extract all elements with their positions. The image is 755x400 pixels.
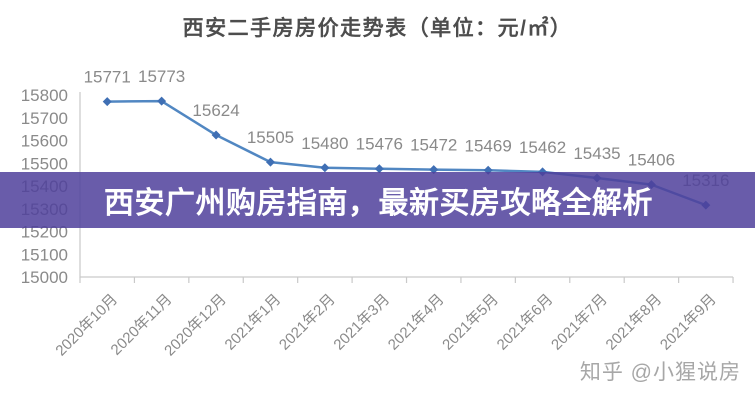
svg-text:15700: 15700 — [21, 109, 68, 128]
headline-text: 西安广州购房指南，最新买房攻略全解析 — [104, 187, 653, 220]
data-label: 15469 — [465, 136, 512, 155]
data-point-marker — [265, 157, 275, 167]
x-axis-labels: 2020年10月2020年11月2020年12月2021年1月2021年2月20… — [52, 291, 719, 360]
svg-text:15600: 15600 — [21, 132, 68, 151]
x-axis-label: 2021年9月 — [657, 291, 720, 354]
x-axis-label: 2021年2月 — [276, 291, 339, 354]
x-axis-label: 2021年1月 — [222, 291, 285, 354]
x-axis-label: 2021年6月 — [494, 291, 557, 354]
x-axis-label: 2021年8月 — [603, 291, 666, 354]
data-label: 15771 — [84, 68, 131, 87]
x-axis-label: 2021年4月 — [385, 291, 448, 354]
data-point-marker — [429, 165, 439, 175]
svg-text:15100: 15100 — [21, 245, 68, 264]
watermark: 知乎 @小猩说房 — [579, 361, 741, 384]
data-label: 15480 — [301, 134, 348, 153]
data-point-marker — [102, 97, 112, 107]
axes — [79, 92, 734, 283]
data-label: 15462 — [519, 138, 566, 157]
data-label: 15472 — [410, 136, 457, 155]
y-axis-labels: 1580015700156001550015400153001520015100… — [21, 86, 68, 287]
headline-banner: 西安广州购房指南，最新买房攻略全解析 — [0, 172, 755, 228]
x-axis-label: 2021年3月 — [330, 291, 393, 354]
data-point-marker — [374, 164, 384, 174]
svg-text:15500: 15500 — [21, 154, 68, 173]
x-axis-label: 2021年5月 — [439, 291, 502, 354]
data-label: 15435 — [573, 144, 620, 163]
data-label: 15476 — [356, 135, 403, 154]
data-label: 15773 — [138, 67, 185, 86]
data-label: 15406 — [628, 151, 675, 170]
x-axis-label: 2021年7月 — [548, 291, 611, 354]
data-labels: 15771 15773 15624 15505 15480 15476 15472 15469… — [84, 67, 730, 190]
data-point-marker — [211, 130, 221, 140]
data-point-marker — [157, 96, 167, 106]
svg-text:15800: 15800 — [21, 86, 68, 105]
data-point-marker — [320, 163, 330, 173]
chart-title: 西安二手房房价走势表（单位：元/㎡） — [182, 17, 573, 40]
svg-text:15000: 15000 — [21, 268, 68, 287]
data-label: 15624 — [192, 101, 239, 120]
data-label: 15505 — [247, 128, 294, 147]
